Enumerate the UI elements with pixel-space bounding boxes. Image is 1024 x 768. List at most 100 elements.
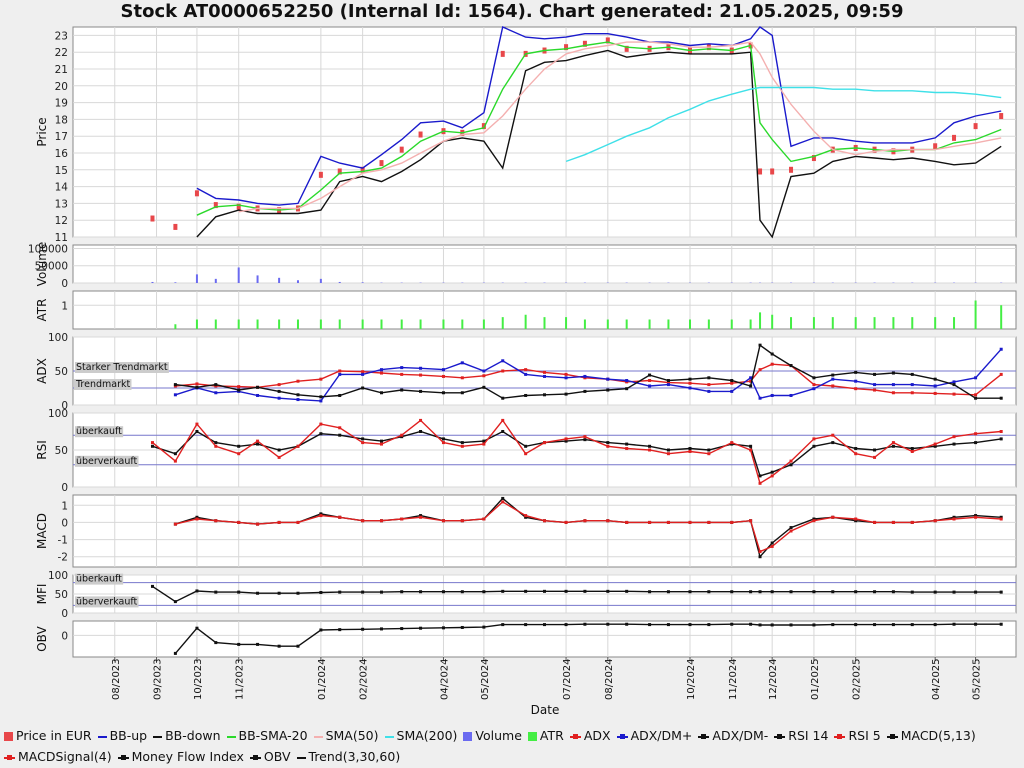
series-point xyxy=(831,515,835,519)
y-tick-label: 12 xyxy=(55,215,68,227)
series-point xyxy=(812,387,816,391)
series-point xyxy=(400,517,404,521)
y-tick-label: 11 xyxy=(55,232,68,244)
series-point xyxy=(606,589,610,593)
series-point xyxy=(482,374,486,378)
y-tick-label: 22 xyxy=(55,47,68,59)
series-point xyxy=(730,520,734,524)
series-point xyxy=(173,452,177,456)
series-point xyxy=(854,447,858,451)
legend-swatch xyxy=(463,732,473,741)
x-tick-label: 09/2023 xyxy=(153,658,164,700)
legend-swatch xyxy=(117,754,129,760)
series-point xyxy=(648,444,652,448)
series-point xyxy=(648,623,652,627)
series-point xyxy=(237,444,241,448)
series-point xyxy=(707,383,711,387)
series-point xyxy=(789,526,793,530)
series-point xyxy=(524,368,528,372)
legend-label: RSI 14 xyxy=(788,728,829,743)
legend-item: BB-down xyxy=(153,725,221,746)
series-point xyxy=(758,555,762,559)
price-candle xyxy=(582,40,587,47)
series-point xyxy=(419,418,423,422)
series-point xyxy=(789,364,793,368)
panel-macd xyxy=(72,494,1017,568)
series-point xyxy=(730,622,734,626)
series-point xyxy=(854,452,858,456)
price-candle xyxy=(564,44,569,51)
series-point xyxy=(789,623,793,627)
series-point xyxy=(666,381,670,385)
series-point xyxy=(460,590,464,594)
series-point xyxy=(666,383,670,387)
series-point xyxy=(338,433,342,437)
series-point xyxy=(707,389,711,393)
price-candle xyxy=(481,123,486,130)
legend-item: ATR xyxy=(527,725,564,746)
y-tick-label: -2 xyxy=(58,552,68,564)
series-point xyxy=(707,590,711,594)
series-point xyxy=(256,385,260,389)
stock-chart: 23222120191817161514131211Price100000500… xyxy=(28,26,1017,717)
y-tick-label: 50000 xyxy=(35,261,68,273)
series-point xyxy=(812,383,816,387)
series-point xyxy=(150,444,154,448)
series-point xyxy=(666,452,670,456)
price-candle xyxy=(605,37,610,44)
series-point xyxy=(543,519,546,523)
legend-label: OBV xyxy=(263,749,291,764)
series-point xyxy=(173,522,177,526)
series-line-bb-up xyxy=(196,26,1002,206)
reference-label-bg xyxy=(75,596,139,608)
series-point xyxy=(361,437,365,441)
series-point xyxy=(441,368,445,372)
panel-volume xyxy=(72,244,1017,284)
series-point xyxy=(812,519,816,523)
series-line-sma-50- xyxy=(238,41,1002,213)
reference-label: überkauft xyxy=(76,426,122,437)
x-tick-label: 10/2023 xyxy=(193,658,204,700)
series-point xyxy=(361,519,365,523)
series-line-sma-200- xyxy=(565,86,1002,163)
series-point xyxy=(543,441,546,445)
series-point xyxy=(501,623,505,627)
legend-item: Volume xyxy=(463,725,522,746)
series-point xyxy=(256,442,260,446)
price-candle xyxy=(418,131,423,138)
series-point xyxy=(564,439,568,443)
series-point xyxy=(749,622,753,626)
series-point xyxy=(482,442,486,446)
series-point xyxy=(758,368,762,372)
y-tick-label: 21 xyxy=(55,64,68,76)
legend-swatch xyxy=(774,733,786,739)
series-point xyxy=(441,519,445,523)
x-tick-label: 08/2024 xyxy=(604,658,615,700)
y-tick-label: 19 xyxy=(55,98,68,110)
series-point xyxy=(419,366,423,370)
x-tick-label: 11/2024 xyxy=(728,658,739,700)
series-point xyxy=(150,584,154,588)
series-point xyxy=(296,398,300,402)
series-point xyxy=(195,385,199,389)
y-tick-label: 0 xyxy=(61,278,68,290)
y-tick-label: 100000 xyxy=(28,243,68,255)
series-point xyxy=(758,396,762,400)
price-candle xyxy=(952,134,957,141)
series-point xyxy=(831,590,835,594)
series-point xyxy=(296,520,300,524)
series-point xyxy=(256,522,260,526)
legend-item: MACD(5,13) xyxy=(886,725,976,746)
series-point xyxy=(256,393,260,397)
series-point xyxy=(999,437,1003,441)
series-point xyxy=(361,372,365,376)
series-point xyxy=(648,373,652,377)
series-point xyxy=(319,590,323,594)
series-point xyxy=(524,589,528,593)
series-point xyxy=(974,622,978,626)
series-point xyxy=(214,441,218,445)
series-point xyxy=(873,623,877,627)
series-point xyxy=(999,515,1003,519)
series-point xyxy=(524,514,528,518)
series-point xyxy=(296,393,300,397)
